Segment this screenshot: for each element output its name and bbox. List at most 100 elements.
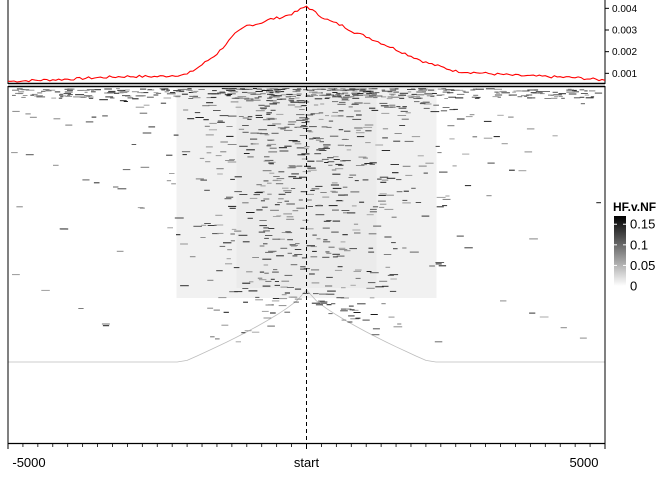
heatmap-cell [384,236,392,238]
heatmap-cell [344,250,351,252]
heatmap-cell [331,303,336,305]
heatmap-cell [255,110,265,112]
heatmap-cell [335,168,344,170]
heatmap-cell [305,118,310,120]
heatmap-cell [226,196,234,198]
heatmap-cell [336,255,345,257]
heatmap-cell [265,304,272,306]
heatmap-cell [551,97,558,99]
heatmap-cell [226,90,236,91]
heatmap-cell [90,90,94,92]
heatmap-cell [584,94,590,96]
heatmap-cell [180,243,188,245]
heatmap-cell [176,234,181,236]
heatmap-cell [247,92,252,94]
heatmap-cell [414,101,420,103]
heatmap-cell [361,164,367,166]
heatmap-cell [48,89,56,91]
heatmap-cell [584,90,588,92]
heatmap-cell [290,101,299,103]
heatmap-cell [308,91,318,93]
heatmap-cell [183,109,189,111]
heatmap-cell [331,182,338,184]
heatmap-cell [239,145,248,147]
heatmap-cell [284,311,291,313]
heatmap-cell [309,138,314,140]
heatmap-cell [445,195,450,197]
heatmap-cell [253,99,261,101]
heatmap-cell [596,202,601,204]
heatmap-cell [337,103,346,105]
heatmap-cell [29,116,37,118]
heatmap-cell [274,281,279,282]
heatmap-cell [275,183,284,185]
heatmap-cell [246,212,255,213]
heatmap-cell [350,284,356,286]
heatmap-cell [223,242,232,244]
heatmap-cell [224,198,232,200]
heatmap-cell [454,89,464,91]
heatmap-cell [513,90,523,92]
heatmap-cell [187,88,192,90]
heatmap-cell [263,230,270,232]
heatmap-cell [464,247,473,249]
heatmap-cell [195,117,204,118]
heatmap-cell [332,95,337,97]
heatmap-cell [368,247,374,249]
heatmap-cell [337,115,344,117]
heatmap-cell [284,145,292,147]
heatmap-cell [352,90,358,92]
heatmap-cell [435,263,442,265]
heatmap-cell [212,233,219,235]
heatmap-cell [400,110,408,112]
heatmap-cell [366,90,372,92]
heatmap-cell [277,91,281,93]
heatmap-cell [354,232,361,234]
heatmap-cell [366,271,372,272]
heatmap-cell [332,101,339,103]
heatmap-cell [299,135,307,136]
heatmap-cell [259,107,267,109]
heatmap-cell [254,192,263,194]
profile-y-axis: 0.001 0.002 0.003 0.004 [605,4,637,80]
heatmap-cell [208,129,217,131]
heatmap-cell [475,88,484,90]
heatmap-cell [312,88,319,90]
heatmap-cell [286,216,294,218]
heatmap-cell [215,338,220,340]
heatmap-cell [386,177,396,179]
heatmap-cell [277,238,285,240]
heatmap-cell [389,93,396,95]
heatmap-cell [535,91,544,93]
heatmap-cell [208,104,217,106]
heatmap-cell [296,207,305,209]
heatmap-cell [234,191,242,193]
heatmap-cell [173,95,181,97]
heatmap-cell [326,93,332,95]
heatmap-cell [319,293,328,295]
heatmap-cell [341,90,348,92]
heatmap-cell [497,114,504,116]
heatmap-cell [283,213,292,215]
heatmap-cell [530,92,537,94]
heatmap-cell [166,180,172,182]
heatmap-cell [342,138,347,140]
heatmap-cell [379,203,387,205]
heatmap-cell [352,97,360,99]
heatmap-cell [332,92,338,93]
heatmap-cell [82,89,90,91]
heatmap-cell [235,106,242,108]
heatmap-cell [117,188,127,190]
heatmap-cell [225,160,234,161]
heatmap-cell [293,177,302,179]
heatmap-cell [330,190,336,192]
heatmap-cell [437,88,443,90]
heatmap-cell [256,209,263,211]
heatmap-cell [304,146,310,148]
heatmap-cell [259,225,267,227]
heatmap-cell [260,200,265,202]
heatmap-cell [339,249,348,251]
heatmap-cell [294,143,302,145]
heatmap-cell [188,98,194,99]
heatmap-cell [288,94,297,96]
